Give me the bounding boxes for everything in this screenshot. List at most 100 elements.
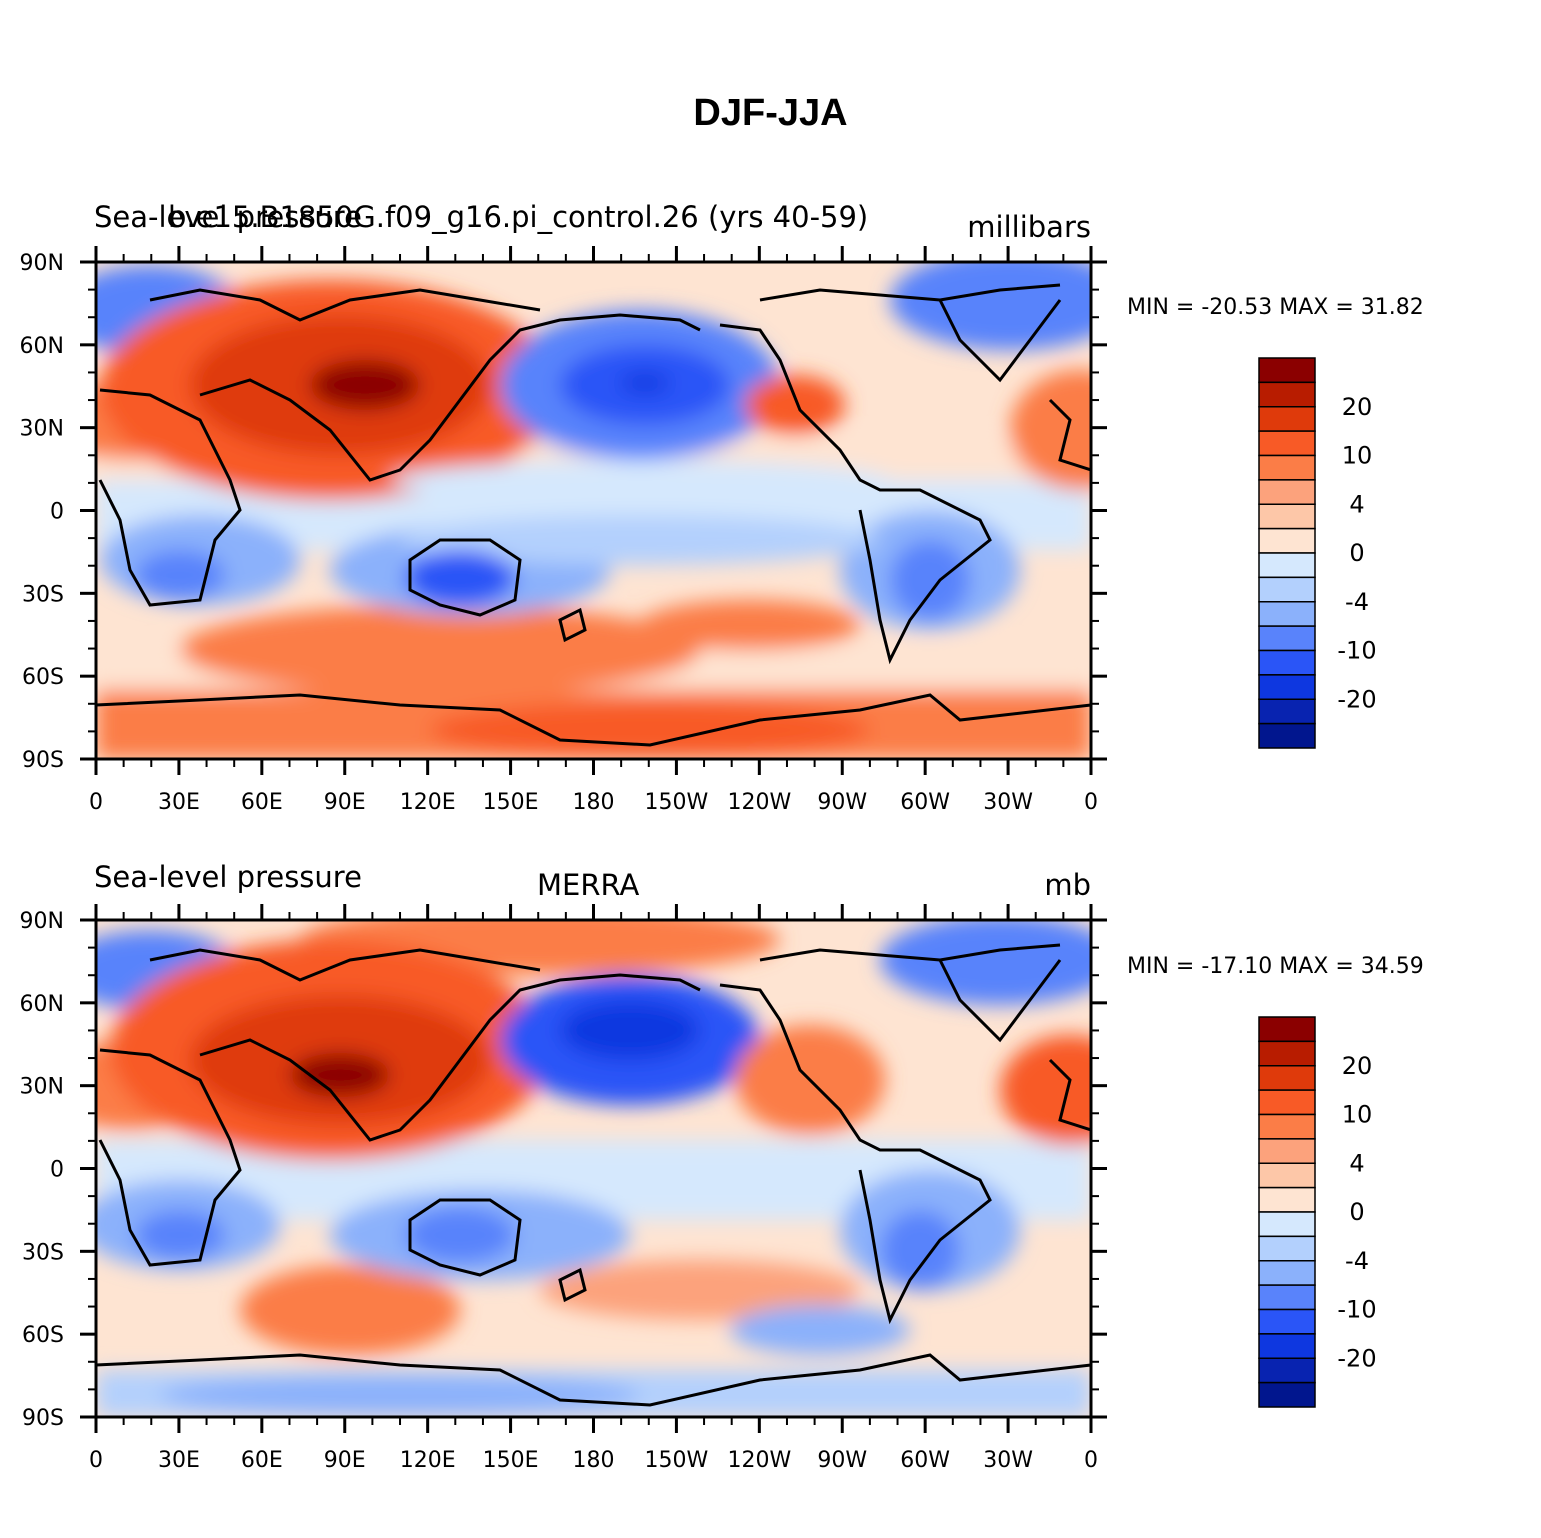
panel2-xtick-label: 90W bbox=[817, 1448, 867, 1473]
panel1-xtick-label: 90E bbox=[324, 790, 366, 815]
panel2-case-label: MERRA bbox=[537, 868, 640, 902]
panel1-colorbar-label: 20 bbox=[1342, 393, 1373, 421]
panel1-colorbar-swatch bbox=[1258, 454, 1316, 481]
panel2-coastlines bbox=[96, 943, 1091, 1407]
panel1-colorbar-label: -4 bbox=[1345, 588, 1369, 616]
panel1-ytick-label: 30S bbox=[22, 582, 64, 607]
panel1-xtick-label: 120E bbox=[400, 790, 456, 815]
panel2-colorbar-swatch bbox=[1258, 1186, 1316, 1213]
panel2-colorbar-swatch bbox=[1258, 1333, 1316, 1359]
panel2-xtick-label: 90E bbox=[324, 1448, 366, 1473]
panel2-colorbar-swatch bbox=[1258, 1381, 1316, 1408]
panel2-colorbar-label: -20 bbox=[1337, 1344, 1376, 1372]
panel1-ytick-label: 90S bbox=[22, 748, 64, 773]
panel1-colorbar-swatch bbox=[1258, 552, 1316, 579]
panel2-colorbar-label: 0 bbox=[1349, 1198, 1364, 1226]
panel1-colorbar-swatch bbox=[1258, 601, 1316, 627]
panel1-xtick-label: 150E bbox=[483, 790, 539, 815]
panel1-colorbar-swatch bbox=[1258, 357, 1316, 384]
panel1-xtick-label: 30E bbox=[158, 790, 200, 815]
panel1-colorbar-swatch bbox=[1258, 722, 1316, 749]
panel1-xtick-label: 60W bbox=[900, 790, 950, 815]
panel1-colorbar-swatch bbox=[1258, 503, 1316, 530]
panel1-ytick-label: 0 bbox=[50, 500, 64, 525]
panel2-colorbar-swatch bbox=[1258, 1308, 1316, 1335]
panel1-xtick-label: 0 bbox=[89, 790, 103, 815]
panel2-ytick-label: 30N bbox=[20, 1075, 64, 1100]
panel2-axes: 0 30E 60E 90E 120E 150E 180 150W 120W 90W 60W 30W 0 9… bbox=[20, 904, 1107, 1473]
figure-title: DJF-JJA bbox=[693, 92, 848, 134]
panel1-colorbar-swatch bbox=[1258, 527, 1316, 554]
panel2-colorbar-swatch bbox=[1258, 1113, 1316, 1140]
panel2-xtick-label: 30E bbox=[158, 1448, 200, 1473]
panel1-colorbar-label: 10 bbox=[1342, 442, 1373, 470]
panel2-minmax-label: MIN = -17.10 MAX = 34.59 bbox=[1127, 954, 1424, 979]
panel2-colorbar-label: 10 bbox=[1342, 1101, 1373, 1129]
panel2-pressure-field bbox=[96, 920, 1091, 1417]
panel1-xtick-label: 60E bbox=[241, 790, 283, 815]
panel1-map: 0 30E 60E 90E 120E 150E 180 150W 120W 90W 60W 30W 09… bbox=[20, 246, 1107, 815]
panel1-minmax-label: MIN = -20.53 MAX = 31.82 bbox=[1127, 295, 1424, 320]
panel1-axes: 0 30E 60E 90E 120E 150E 180 150W 120W 90W 60W 30W 09… bbox=[20, 246, 1107, 815]
panel2-xtick-label: 60W bbox=[900, 1448, 950, 1473]
panel1-colorbar-label: 0 bbox=[1349, 539, 1364, 567]
panel1-colorbar-swatch bbox=[1258, 479, 1316, 505]
panel2-xtick-label: 180 bbox=[573, 1448, 615, 1473]
panel2-colorbar-label: 4 bbox=[1349, 1149, 1364, 1177]
panel2-colorbar-label: -10 bbox=[1337, 1296, 1376, 1324]
panel1-colorbar-label: -10 bbox=[1337, 637, 1376, 665]
panel1-ytick-label: 60N bbox=[20, 334, 64, 359]
panel1-xtick-label: 0 bbox=[1084, 790, 1098, 815]
panel2-xtick-label: 120W bbox=[727, 1448, 791, 1473]
panel2-ytick-label: 90N bbox=[20, 909, 64, 934]
panel2-map: 0 30E 60E 90E 120E 150E 180 150W 120W 90W 60W 30W 0 9… bbox=[20, 904, 1107, 1473]
panel2-colorbar-label: -4 bbox=[1345, 1247, 1369, 1275]
panel2-colorbar-swatch bbox=[1258, 1260, 1316, 1286]
panel2-colorbar: 20 10 4 0 -4 -10 -20 bbox=[1258, 1016, 1377, 1408]
panel1-colorbar-swatch bbox=[1258, 381, 1316, 408]
panel1-coastlines bbox=[96, 283, 1091, 747]
panel1-xtick-label: 90W bbox=[817, 790, 867, 815]
panel2-colorbar-swatch bbox=[1258, 1040, 1316, 1067]
panel1-ytick-label: 30N bbox=[20, 417, 64, 442]
panel2-units-label: mb bbox=[1044, 868, 1091, 902]
panel2-variable-label: Sea-level pressure bbox=[94, 860, 362, 894]
panel1-colorbar-swatch bbox=[1258, 649, 1316, 676]
panel2-xtick-label: 120E bbox=[400, 1448, 456, 1473]
panel2-ytick-label: 60N bbox=[20, 992, 64, 1017]
panel1-pressure-field bbox=[96, 262, 1091, 759]
panel2-colorbar-swatch bbox=[1258, 1089, 1316, 1116]
panel2-xtick-label: 0 bbox=[1084, 1448, 1098, 1473]
panel2-ytick-label: 30S bbox=[22, 1240, 64, 1265]
panel1-xtick-label: 120W bbox=[727, 790, 791, 815]
panel1-colorbar: 20 10 4 0 -4 -10 -20 bbox=[1258, 357, 1377, 749]
panel2-ytick-label: 90S bbox=[22, 1406, 64, 1431]
panel2-ytick-label: 0 bbox=[50, 1158, 64, 1183]
panel1-colorbar-label: -20 bbox=[1337, 685, 1376, 713]
panel2-xtick-label: 150E bbox=[483, 1448, 539, 1473]
panel2-colorbar-swatch bbox=[1258, 1357, 1316, 1384]
panel1-ytick-label: 90N bbox=[20, 251, 64, 276]
panel2-xtick-label: 60E bbox=[241, 1448, 283, 1473]
panel1-xtick-label: 150W bbox=[645, 790, 709, 815]
panel2-ytick-label: 60S bbox=[22, 1323, 64, 1348]
panel1-colorbar-swatch bbox=[1258, 625, 1316, 652]
panel1-colorbar-swatch bbox=[1258, 698, 1316, 725]
panel1-colorbar-swatch bbox=[1258, 576, 1316, 603]
panel1-colorbar-swatch bbox=[1258, 430, 1316, 457]
panel2-colorbar-swatch bbox=[1258, 1138, 1316, 1164]
panel1-colorbar-label: 4 bbox=[1349, 490, 1364, 518]
panel2-colorbar-label: 20 bbox=[1342, 1052, 1373, 1080]
panel2-xtick-label: 30W bbox=[983, 1448, 1033, 1473]
panel2-colorbar-swatch bbox=[1258, 1235, 1316, 1262]
panel1-xtick-label: 30W bbox=[983, 790, 1033, 815]
panel2-colorbar-swatch bbox=[1258, 1065, 1316, 1091]
panel1-colorbar-swatch bbox=[1258, 406, 1316, 432]
panel2-colorbar-swatch bbox=[1258, 1016, 1316, 1043]
panel1-ytick-label: 60S bbox=[22, 665, 64, 690]
panel1-colorbar-swatch bbox=[1258, 674, 1316, 700]
panel2-xtick-label: 150W bbox=[645, 1448, 709, 1473]
panel2-colorbar-swatch bbox=[1258, 1162, 1316, 1189]
panel1-units-label: millibars bbox=[967, 210, 1091, 244]
